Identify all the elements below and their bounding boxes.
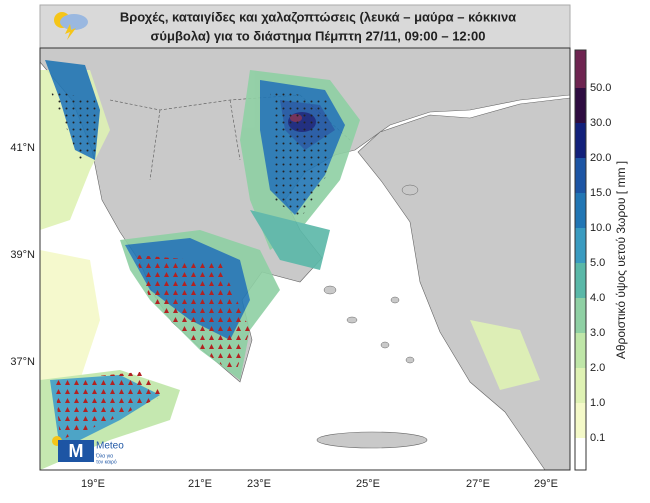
colorbar-label: 50.0 [590, 82, 611, 94]
lat-label: 39°N [10, 249, 35, 261]
colorbar-label: 30.0 [590, 117, 611, 129]
logo-m: M [69, 441, 84, 461]
colorbar-segment [575, 263, 586, 298]
lon-label: 25°E [356, 478, 380, 490]
title-line: σύμβολα) για το διάστημα Πέμπτη 27/11, 0… [151, 28, 486, 43]
colorbar: 0.1 1.0 2.0 3.0 4.0 5.0 10.0 15.0 20.0 30.0 50.0 [574, 49, 611, 471]
logo-tagline: Όλα για [95, 453, 113, 459]
colorbar-segment [575, 403, 586, 438]
colorbar-label: 2.0 [590, 362, 605, 374]
lat-label: 37°N [10, 356, 35, 368]
lat-label: 41°N [10, 142, 35, 154]
colorbar-label: 5.0 [590, 257, 605, 269]
weather-icon [54, 12, 88, 40]
lon-label: 23°E [247, 478, 271, 490]
colorbar-label: 15.0 [590, 187, 611, 199]
title-box [39, 4, 571, 49]
colorbar-segment [575, 123, 586, 158]
colorbar-segment [575, 228, 586, 263]
lon-label: 29°E [534, 478, 558, 490]
colorbar-segment [575, 158, 586, 193]
colorbar-segment [575, 193, 586, 228]
map [40, 48, 570, 470]
colorbar-label: 10.0 [590, 222, 611, 234]
logo-name: Meteo [96, 441, 124, 452]
colorbar-segment [575, 368, 586, 403]
colorbar-segment [575, 298, 586, 333]
colorbar-label: 0.1 [590, 432, 605, 444]
lon-label: 21°E [188, 478, 212, 490]
map-frame [39, 47, 571, 471]
colorbar-label: 1.0 [590, 397, 605, 409]
colorbar-title: Αθροιστικό ύψος υετού 3ωρου [ mm ] [614, 161, 628, 359]
colorbar-label: 3.0 [590, 327, 605, 339]
lon-label: 19°E [81, 478, 105, 490]
colorbar-segment [575, 333, 586, 368]
colorbar-frame [574, 49, 587, 471]
colorbar-label: 4.0 [590, 292, 605, 304]
logo-tagline: τον καιρό [96, 458, 117, 465]
lon-label: 27°E [466, 478, 490, 490]
colorbar-label: 20.0 [590, 152, 611, 164]
colorbar-segment [575, 88, 586, 123]
logo: M Meteo Όλα για τον καιρό [52, 436, 124, 465]
title-line: Βροχές, καταιγίδες και χαλαζοπτώσεις (λε… [120, 9, 516, 24]
colorbar-segment [575, 50, 586, 88]
colorbar-segment [575, 438, 586, 470]
